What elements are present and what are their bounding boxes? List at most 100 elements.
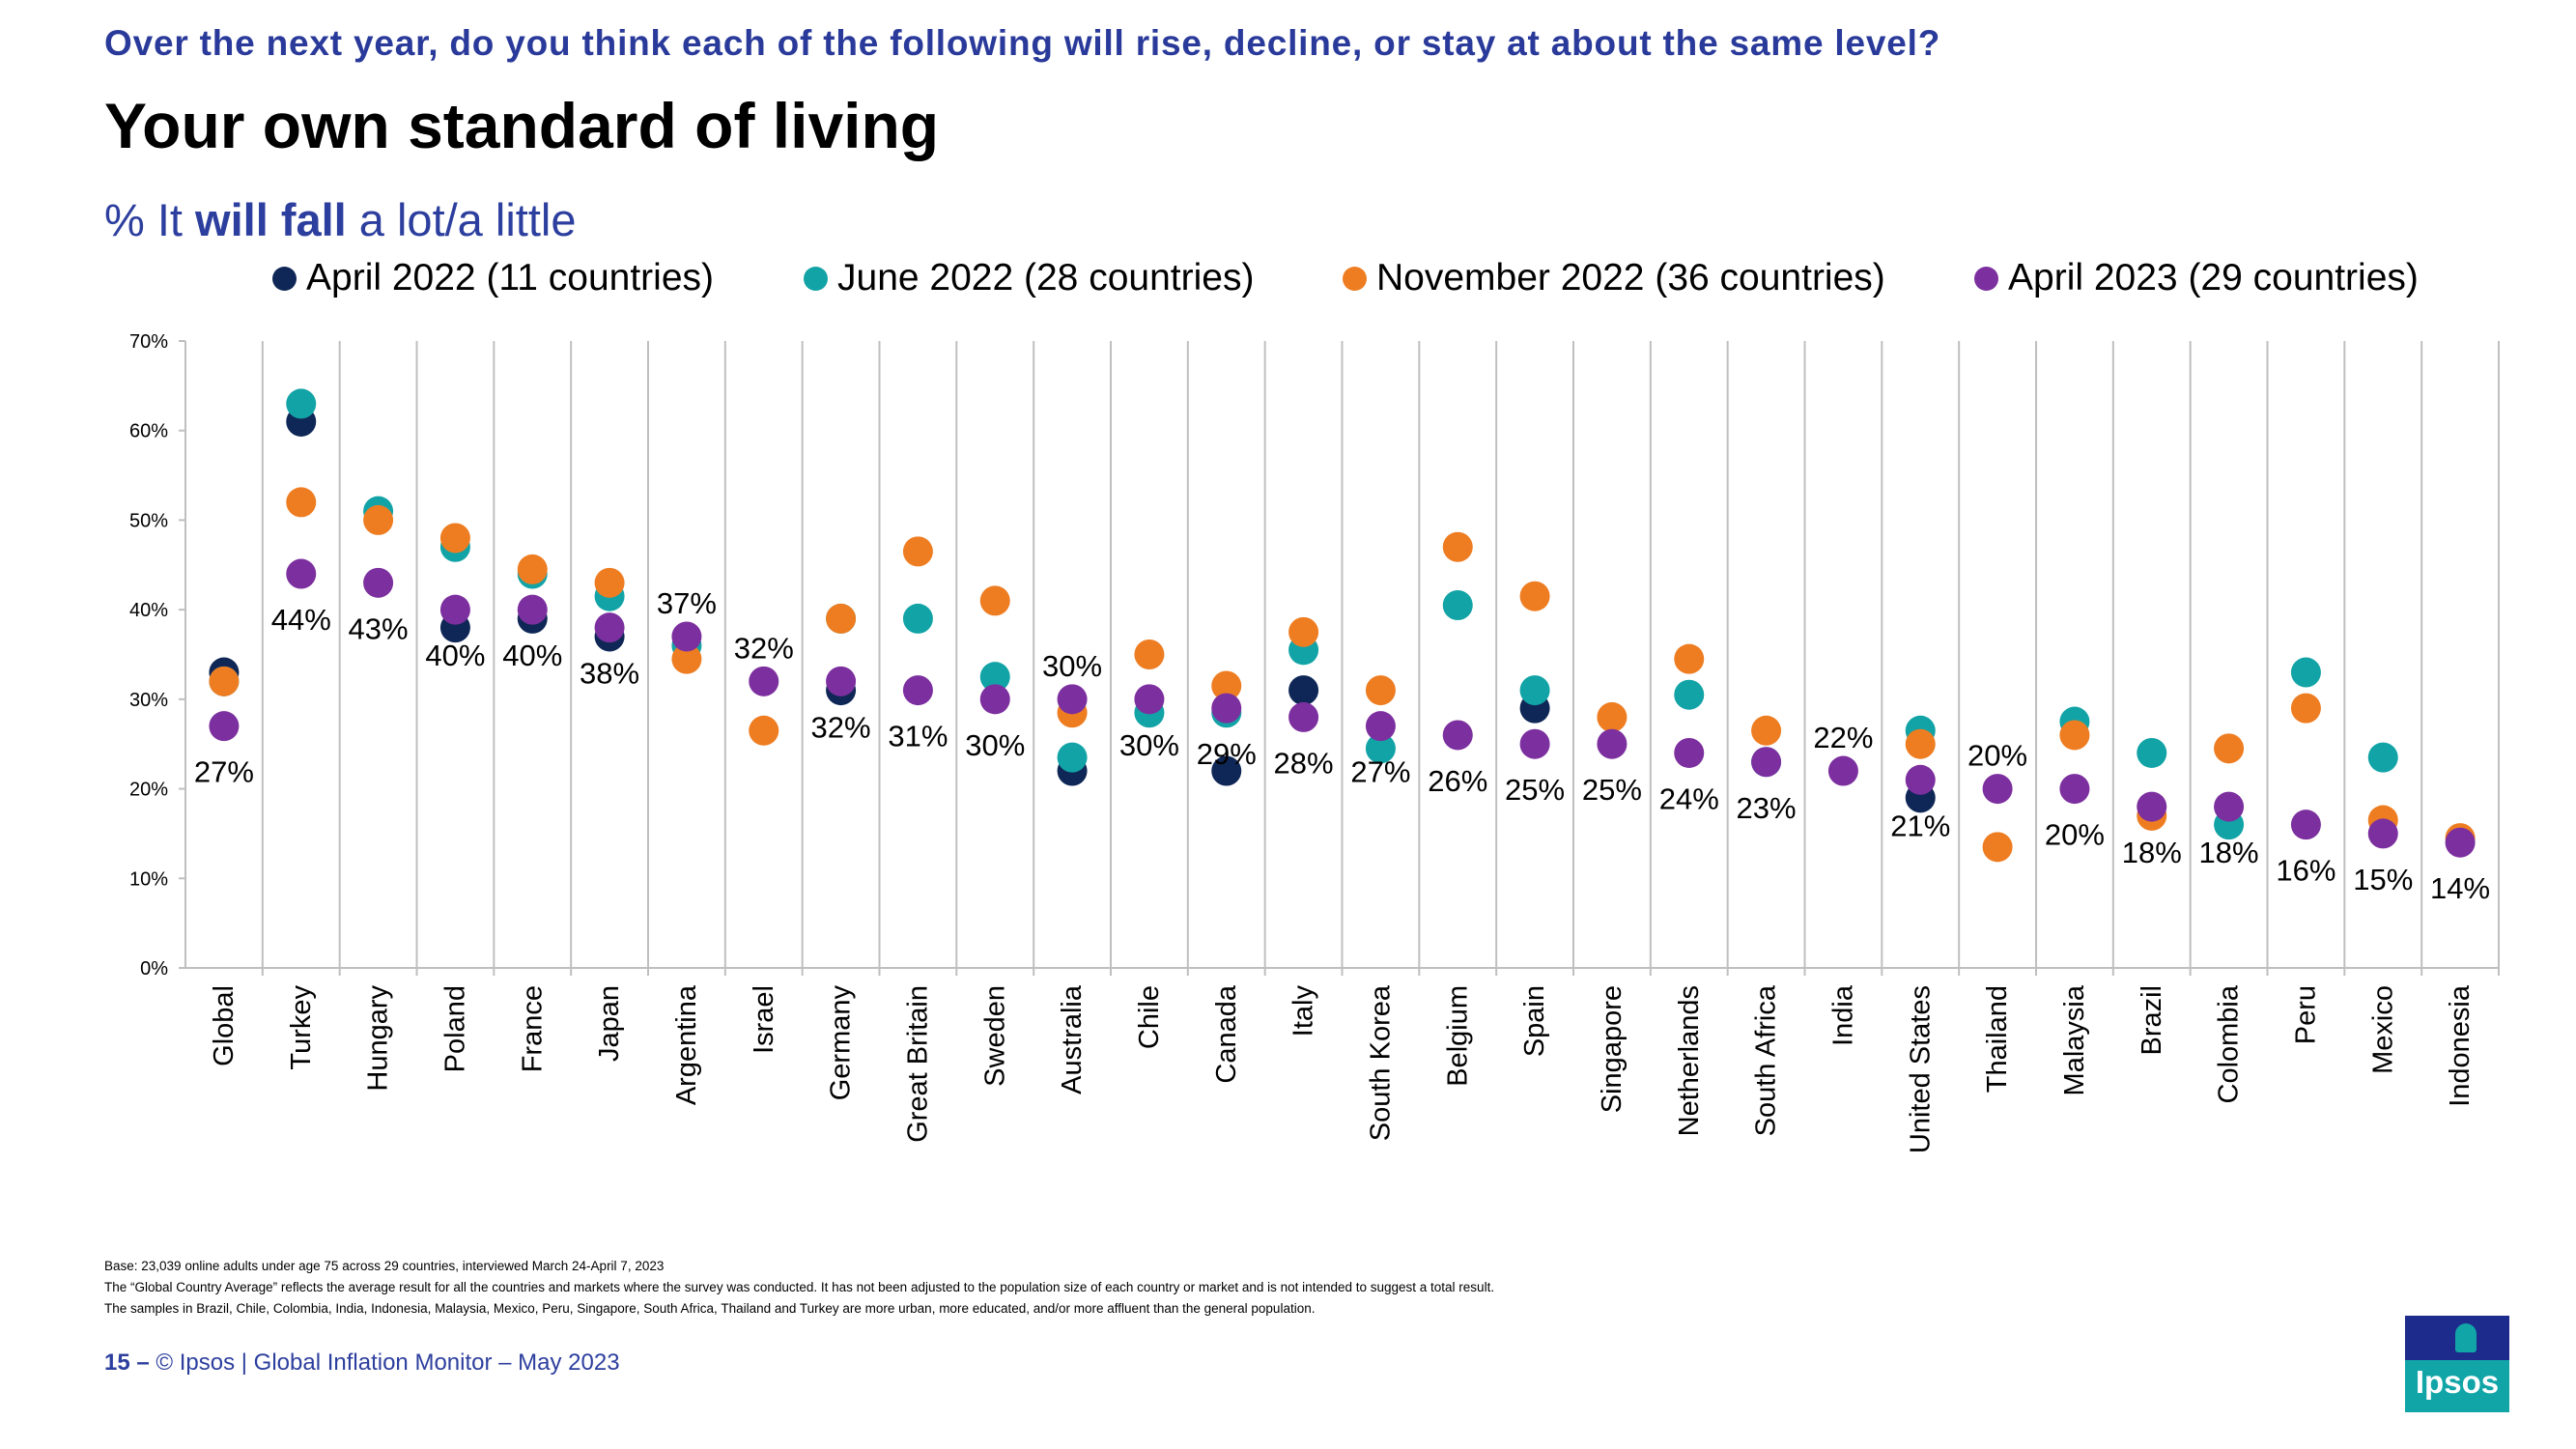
subtitle-suffix: a lot/a little	[346, 194, 577, 245]
point-april-2023	[2137, 791, 2167, 822]
x-tick-label: Thailand	[1982, 985, 2013, 1093]
point-june-2022	[286, 388, 317, 419]
x-tick-label: Poland	[439, 985, 470, 1072]
data-label: 27%	[194, 755, 254, 789]
data-label: 37%	[657, 586, 717, 620]
point-november-2022	[1519, 581, 1550, 611]
y-tick-label: 0%	[140, 958, 168, 980]
point-november-2022	[902, 536, 933, 567]
x-tick-label: United States	[1905, 985, 1936, 1153]
page-title: Your own standard of living	[104, 90, 940, 161]
point-april-2023	[2059, 774, 2090, 805]
x-tick-label: Belgium	[1442, 985, 1473, 1087]
x-tick-label: Japan	[594, 985, 625, 1062]
point-april-2023	[209, 711, 240, 742]
point-april-2023	[363, 567, 394, 598]
legend-item-april-2022: April 2022 (11 countries)	[272, 257, 714, 299]
page-number: 15 –	[104, 1350, 150, 1376]
point-november-2022	[439, 523, 470, 554]
point-november-2022	[1288, 616, 1319, 647]
point-april-2022	[1211, 755, 1242, 786]
x-tick-label: South Korea	[1365, 984, 1396, 1141]
x-tick-label: India	[1827, 984, 1858, 1046]
legend-item-april-2023: April 2023 (29 countries)	[1974, 257, 2419, 299]
point-april-2023	[2367, 818, 2398, 849]
point-november-2022	[1905, 728, 1936, 759]
data-label: 32%	[811, 710, 871, 744]
data-label: 27%	[1350, 755, 1410, 789]
x-tick-label: Great Britain	[902, 985, 933, 1143]
point-november-2022	[826, 603, 857, 634]
footer: 15 – © Ipsos | Global Inflation Monitor …	[104, 1350, 620, 1377]
point-april-2023	[1751, 747, 1782, 778]
point-november-2022	[1134, 639, 1165, 669]
point-november-2022	[2059, 720, 2090, 751]
x-tick-label: Malaysia	[2059, 984, 2090, 1095]
data-label: 31%	[888, 720, 948, 753]
point-april-2023	[826, 666, 857, 696]
data-label: 14%	[2430, 871, 2490, 905]
y-tick-label: 10%	[129, 868, 168, 890]
chart-subtitle: % It will fall a lot/a little	[104, 193, 576, 246]
point-november-2022	[209, 666, 240, 696]
point-november-2022	[2214, 733, 2245, 764]
point-april-2023	[1057, 684, 1088, 715]
point-november-2022	[1442, 531, 1473, 562]
point-june-2022	[2367, 742, 2398, 773]
point-november-2022	[517, 554, 548, 584]
point-november-2022	[286, 487, 317, 518]
y-tick-label: 70%	[129, 331, 168, 353]
legend-dot-june-2022	[804, 266, 828, 291]
data-label: 20%	[1967, 739, 2027, 773]
point-april-2023	[749, 666, 779, 696]
point-april-2023	[1134, 684, 1165, 715]
data-label: 18%	[2199, 836, 2259, 869]
data-label: 32%	[734, 631, 794, 665]
x-tick-label: Netherlands	[1674, 985, 1705, 1136]
point-june-2022	[1365, 733, 1396, 764]
legend-label-november-2022: November 2022 (36 countries)	[1376, 257, 1885, 298]
point-november-2022	[979, 585, 1010, 616]
legend-dot-april-2022	[272, 266, 297, 291]
point-november-2022	[1597, 701, 1628, 732]
scatter-chart: 0% 10% 20% 30% 40% 50% 60% 70% Global Turkey Hunga…	[129, 331, 2500, 1153]
point-june-2022	[902, 603, 933, 634]
x-tick-label: Brazil	[2137, 985, 2167, 1056]
point-november-2022	[1211, 670, 1242, 701]
subtitle-prefix: % It	[104, 194, 196, 245]
data-label: 16%	[2276, 854, 2335, 888]
x-tick-label: Germany	[826, 985, 857, 1101]
data-label: 24%	[1659, 781, 1719, 815]
point-june-2022	[2137, 737, 2167, 768]
point-june-2022	[979, 662, 1010, 693]
x-tick-label: Israel	[749, 985, 779, 1054]
legend-label-april-2022: April 2022 (11 countries)	[306, 257, 714, 298]
legend-dot-april-2023	[1974, 266, 1998, 291]
point-april-2023	[2214, 791, 2245, 822]
data-label: 23%	[1737, 791, 1797, 825]
point-april-2023	[1288, 701, 1319, 732]
point-april-2023	[2290, 810, 2321, 840]
point-april-2023	[1827, 755, 1858, 786]
y-tick-label: 20%	[129, 780, 168, 801]
x-tick-label: France	[517, 985, 548, 1072]
x-tick-label: Global	[209, 985, 240, 1066]
point-november-2022	[1674, 643, 1705, 674]
point-november-2022	[1365, 675, 1396, 706]
point-april-2023	[1365, 711, 1396, 742]
legend-label-june-2022: June 2022 (28 countries)	[837, 257, 1255, 298]
point-june-2022	[1057, 742, 1088, 773]
legend-label-april-2023: April 2023 (29 countries)	[2008, 257, 2419, 298]
x-tick-label: Chile	[1134, 985, 1165, 1049]
footnote-average: The “Global Country Average” reflects th…	[104, 1280, 1495, 1294]
y-tick-label: 60%	[129, 421, 168, 442]
y-tick-label: 50%	[129, 510, 168, 531]
footnote-samples: The samples in Brazil, Chile, Colombia, …	[104, 1301, 1316, 1316]
data-label: 38%	[580, 657, 639, 691]
point-april-2023	[1597, 728, 1628, 759]
footnote-base: Base: 23,039 online adults under age 75 …	[104, 1259, 665, 1273]
data-label: 25%	[1505, 773, 1565, 807]
x-tick-label: Italy	[1288, 985, 1319, 1037]
point-november-2022	[594, 567, 625, 598]
x-tick-label: Peru	[2290, 985, 2321, 1044]
